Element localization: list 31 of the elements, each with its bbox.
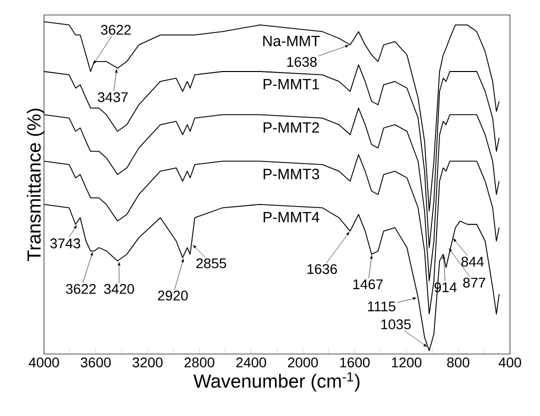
annotation: 1035 [381, 319, 411, 330]
series-label: P-MMT2 [264, 122, 319, 133]
annotation: 2920 [158, 290, 188, 301]
annotation: 877 [463, 278, 486, 288]
annotation: 3437 [98, 92, 128, 102]
annotation: 1636 [308, 264, 337, 274]
x-tick-label: 4000 [28, 358, 59, 368]
annotation: 3743 [50, 238, 80, 248]
x-tick-label: 1200 [392, 358, 422, 368]
x-axis-title: Wavenumber (cm$^{-1}$) [193, 372, 360, 392]
y-axis-title: Transmittance (%) [26, 108, 44, 262]
annotation: 1638 [287, 56, 317, 67]
annotation: 2855 [196, 258, 226, 268]
x-tick-label: 2400 [236, 358, 266, 368]
series-label: P-MMT4 [264, 212, 320, 222]
x-tick-label: 400 [498, 358, 522, 368]
annotation: 3420 [104, 284, 134, 294]
x-tick-label: 2800 [184, 358, 214, 368]
annotation: 844 [462, 256, 484, 267]
annotation: 1467 [353, 279, 383, 290]
x-tick-label: 1600 [340, 358, 370, 368]
series-label: P-MMT1 [264, 79, 320, 90]
x-tick-label: 800 [447, 358, 470, 368]
annotation: 3622 [66, 284, 96, 294]
x-tick-label: 3200 [132, 358, 163, 368]
x-tick-label: 3600 [80, 358, 111, 368]
annotation: 3622 [100, 24, 131, 35]
annotation: 1115 [368, 302, 396, 312]
legend-label: Na-MMT [263, 36, 320, 46]
series-label: P-MMT3 [264, 168, 320, 180]
x-tick-label: 2000 [288, 358, 318, 368]
